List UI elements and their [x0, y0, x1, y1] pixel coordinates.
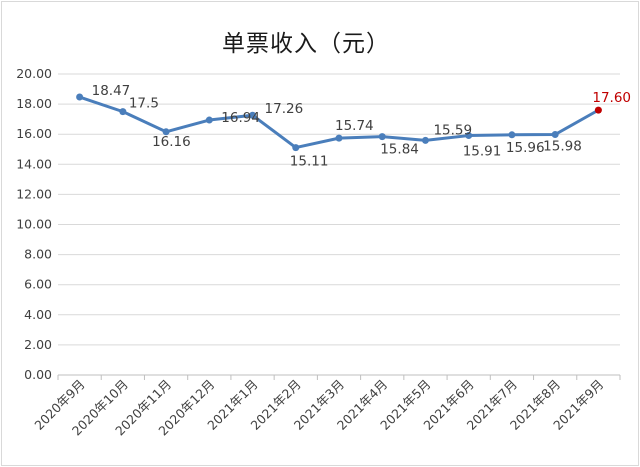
data-label: 15.11: [290, 154, 329, 170]
y-tick-label: 8.00: [24, 247, 52, 262]
y-tick-label: 12.00: [16, 186, 52, 201]
data-label: 15.91: [463, 144, 502, 160]
data-label: 15.96: [506, 140, 545, 156]
data-label: 15.84: [380, 142, 419, 158]
data-label: 16.16: [152, 134, 191, 150]
data-point: [205, 116, 213, 124]
chart-title: 单票收入（元）: [222, 31, 390, 57]
data-label: 15.98: [543, 139, 582, 155]
data-point: [508, 131, 516, 139]
data-point: [119, 108, 127, 116]
data-label: 17.26: [265, 101, 304, 117]
data-point: [594, 106, 602, 114]
data-point: [378, 133, 386, 141]
data-label: 18.47: [92, 83, 131, 99]
data-label: 17.5: [129, 96, 159, 112]
data-label: 15.59: [433, 122, 472, 138]
data-point: [335, 134, 343, 142]
y-tick-label: 0.00: [24, 367, 52, 382]
y-tick-label: 2.00: [24, 337, 52, 352]
data-label: 16.94: [221, 110, 260, 126]
data-point: [551, 131, 559, 139]
y-tick-label: 20.00: [16, 66, 52, 81]
data-label: 17.60: [592, 90, 631, 106]
data-label: 15.74: [335, 118, 374, 134]
y-tick-label: 14.00: [16, 156, 52, 171]
y-tick-label: 4.00: [24, 307, 52, 322]
data-point: [76, 93, 84, 101]
data-point: [162, 128, 170, 136]
y-tick-label: 16.00: [16, 126, 52, 141]
data-point: [465, 132, 473, 140]
data-point: [421, 136, 429, 144]
data-point: [249, 111, 257, 119]
y-tick-label: 10.00: [16, 217, 52, 232]
y-tick-label: 18.00: [16, 96, 52, 111]
data-point: [292, 144, 300, 152]
y-tick-label: 6.00: [24, 277, 52, 292]
